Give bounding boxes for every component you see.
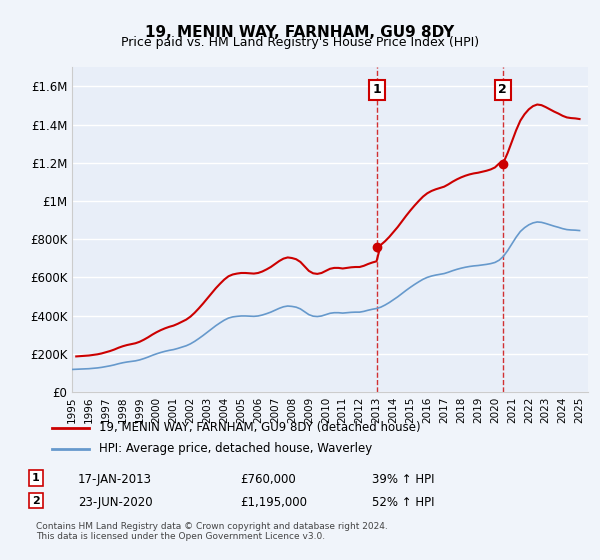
Text: 19, MENIN WAY, FARNHAM, GU9 8DY (detached house): 19, MENIN WAY, FARNHAM, GU9 8DY (detache… bbox=[100, 421, 421, 434]
Text: 39% ↑ HPI: 39% ↑ HPI bbox=[372, 473, 434, 486]
Text: 2: 2 bbox=[499, 83, 507, 96]
Text: 19, MENIN WAY, FARNHAM, GU9 8DY: 19, MENIN WAY, FARNHAM, GU9 8DY bbox=[145, 25, 455, 40]
Text: 17-JAN-2013: 17-JAN-2013 bbox=[78, 473, 152, 486]
Text: £760,000: £760,000 bbox=[240, 473, 296, 486]
Text: 23-JUN-2020: 23-JUN-2020 bbox=[78, 496, 152, 508]
Text: HPI: Average price, detached house, Waverley: HPI: Average price, detached house, Wave… bbox=[100, 442, 373, 455]
Text: Contains HM Land Registry data © Crown copyright and database right 2024.
This d: Contains HM Land Registry data © Crown c… bbox=[36, 522, 388, 542]
Text: Price paid vs. HM Land Registry's House Price Index (HPI): Price paid vs. HM Land Registry's House … bbox=[121, 36, 479, 49]
Text: 1: 1 bbox=[32, 473, 40, 483]
Text: £1,195,000: £1,195,000 bbox=[240, 496, 307, 508]
Text: 52% ↑ HPI: 52% ↑ HPI bbox=[372, 496, 434, 508]
Text: 2: 2 bbox=[32, 496, 40, 506]
Text: 1: 1 bbox=[373, 83, 382, 96]
